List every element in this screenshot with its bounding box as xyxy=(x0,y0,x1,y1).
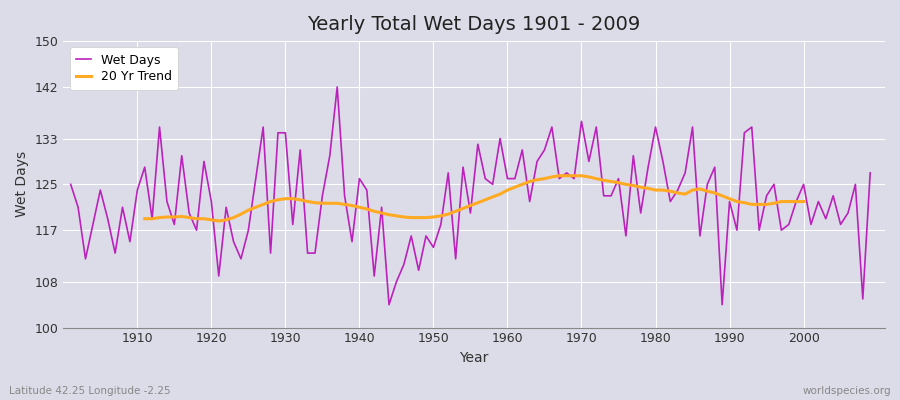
20 Yr Trend xyxy=(702,189,713,194)
Wet Days xyxy=(509,176,520,181)
20 Yr Trend xyxy=(213,219,224,224)
Wet Days xyxy=(66,182,77,187)
Wet Days xyxy=(124,239,135,244)
Wet Days xyxy=(517,148,527,152)
Wet Days xyxy=(287,222,298,227)
20 Yr Trend xyxy=(783,199,794,204)
Wet Days xyxy=(332,84,343,89)
Wet Days xyxy=(865,170,876,175)
Wet Days xyxy=(339,194,350,198)
Text: Latitude 42.25 Longitude -2.25: Latitude 42.25 Longitude -2.25 xyxy=(9,386,171,396)
20 Yr Trend xyxy=(716,194,727,198)
Line: 20 Yr Trend: 20 Yr Trend xyxy=(145,176,804,221)
20 Yr Trend xyxy=(140,216,150,221)
Text: worldspecies.org: worldspecies.org xyxy=(803,386,891,396)
Wet Days xyxy=(606,194,616,198)
20 Yr Trend xyxy=(798,199,809,204)
20 Yr Trend xyxy=(613,180,624,185)
20 Yr Trend xyxy=(554,173,564,178)
20 Yr Trend xyxy=(346,203,357,208)
Wet Days xyxy=(383,302,394,307)
Legend: Wet Days, 20 Yr Trend: Wet Days, 20 Yr Trend xyxy=(69,47,178,90)
Y-axis label: Wet Days: Wet Days xyxy=(15,151,29,218)
Line: Wet Days: Wet Days xyxy=(71,87,870,305)
Title: Yearly Total Wet Days 1901 - 2009: Yearly Total Wet Days 1901 - 2009 xyxy=(308,15,641,34)
X-axis label: Year: Year xyxy=(460,351,489,365)
20 Yr Trend xyxy=(236,212,247,216)
